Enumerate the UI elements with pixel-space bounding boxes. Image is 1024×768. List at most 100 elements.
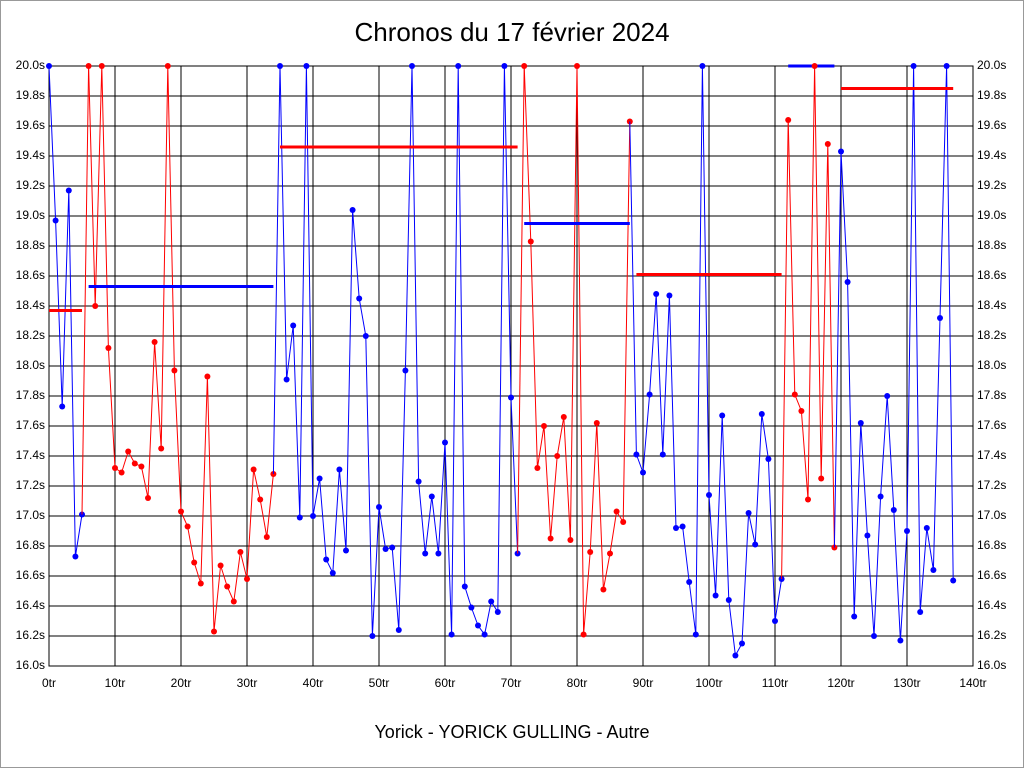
data-point bbox=[864, 532, 871, 539]
data-point bbox=[593, 420, 600, 426]
data-point bbox=[805, 496, 811, 503]
data-point bbox=[257, 496, 264, 503]
data-point bbox=[877, 493, 884, 500]
data-point bbox=[745, 510, 752, 516]
data-point bbox=[917, 609, 924, 615]
data-point bbox=[224, 583, 231, 590]
data-point bbox=[666, 292, 673, 299]
data-point bbox=[158, 445, 165, 452]
data-point bbox=[112, 465, 118, 471]
data-point bbox=[818, 475, 825, 482]
data-point bbox=[290, 322, 297, 329]
plot-border bbox=[48, 65, 974, 667]
series-line bbox=[840, 65, 954, 641]
y-tick-label-right: 18.6s bbox=[977, 268, 1006, 282]
data-point bbox=[758, 411, 765, 417]
data-point bbox=[712, 592, 719, 599]
data-point bbox=[481, 631, 488, 638]
y-tick-label-right: 17.2s bbox=[977, 478, 1006, 492]
data-point bbox=[679, 523, 686, 530]
data-point bbox=[739, 640, 745, 647]
data-point bbox=[442, 439, 448, 446]
data-point bbox=[725, 597, 732, 603]
data-point bbox=[336, 466, 343, 473]
data-point bbox=[475, 622, 481, 629]
x-tick-label: 90tr bbox=[633, 676, 654, 690]
data-point bbox=[65, 187, 72, 194]
data-point bbox=[376, 504, 382, 510]
y-tick-label: 19.0s bbox=[16, 208, 45, 222]
x-tick-label: 10tr bbox=[105, 676, 126, 690]
data-point bbox=[323, 556, 330, 563]
data-point bbox=[343, 547, 349, 554]
data-point bbox=[191, 559, 198, 566]
data-point bbox=[369, 633, 376, 639]
y-tick-label: 19.6s bbox=[16, 118, 45, 132]
data-point bbox=[613, 508, 620, 515]
data-point bbox=[422, 550, 429, 557]
y-tick-label-right: 17.6s bbox=[977, 418, 1006, 432]
data-point bbox=[521, 63, 528, 69]
data-point bbox=[316, 475, 323, 482]
data-point bbox=[732, 652, 739, 659]
data-point bbox=[567, 537, 574, 543]
connector bbox=[781, 119, 789, 580]
data-point bbox=[871, 633, 877, 639]
data-point bbox=[541, 423, 547, 429]
x-tick-label: 60tr bbox=[435, 676, 456, 690]
data-point bbox=[98, 63, 105, 69]
data-point bbox=[686, 579, 693, 585]
data-point bbox=[250, 466, 257, 473]
data-point bbox=[125, 448, 132, 455]
y-tick-label: 17.2s bbox=[16, 478, 45, 492]
data-point bbox=[72, 553, 79, 560]
y-tick-label-right: 18.8s bbox=[977, 238, 1006, 252]
data-point bbox=[244, 576, 250, 582]
data-point bbox=[52, 217, 59, 224]
data-point bbox=[329, 570, 336, 576]
series-line bbox=[48, 65, 83, 557]
y-tick-label: 17.8s bbox=[16, 388, 45, 402]
x-tick-label: 40tr bbox=[303, 676, 324, 690]
data-point bbox=[46, 63, 52, 69]
y-tick-label-right: 18.2s bbox=[977, 328, 1006, 342]
data-point bbox=[811, 63, 818, 69]
data-point bbox=[217, 562, 224, 569]
data-point bbox=[382, 546, 389, 552]
data-point bbox=[230, 598, 237, 605]
data-point bbox=[237, 549, 244, 555]
y-tick-label: 16.8s bbox=[16, 538, 45, 552]
y-tick-label: 16.0s bbox=[16, 658, 45, 672]
data-point bbox=[534, 465, 541, 471]
data-point bbox=[772, 618, 778, 624]
y-tick-label-right: 20.0s bbox=[977, 58, 1006, 72]
data-point bbox=[719, 412, 726, 419]
data-point bbox=[600, 586, 607, 593]
x-tick-label: 30tr bbox=[237, 676, 258, 690]
data-point bbox=[508, 394, 514, 401]
data-point bbox=[211, 628, 217, 635]
y-tick-label-right: 16.4s bbox=[977, 598, 1006, 612]
data-point bbox=[105, 345, 112, 351]
x-tick-label: 50tr bbox=[369, 676, 390, 690]
data-point bbox=[580, 631, 587, 638]
y-tick-label: 16.4s bbox=[16, 598, 45, 612]
data-point bbox=[92, 303, 99, 309]
y-tick-label: 18.2s bbox=[16, 328, 45, 342]
y-tick-label: 18.8s bbox=[16, 238, 45, 252]
x-axis-title: Yorick - YORICK GULLING - Autre bbox=[374, 722, 649, 742]
data-point bbox=[950, 577, 957, 584]
data-point bbox=[838, 148, 844, 155]
data-point bbox=[574, 63, 580, 69]
data-point bbox=[85, 63, 92, 69]
data-point bbox=[653, 291, 660, 297]
data-point bbox=[59, 403, 66, 410]
y-tick-label-right: 19.2s bbox=[977, 178, 1006, 192]
data-point bbox=[607, 550, 613, 557]
data-point bbox=[923, 525, 930, 531]
data-point bbox=[554, 453, 561, 459]
y-tick-label: 17.0s bbox=[16, 508, 45, 522]
plot-area bbox=[46, 63, 957, 659]
y-tick-label: 18.6s bbox=[16, 268, 45, 282]
